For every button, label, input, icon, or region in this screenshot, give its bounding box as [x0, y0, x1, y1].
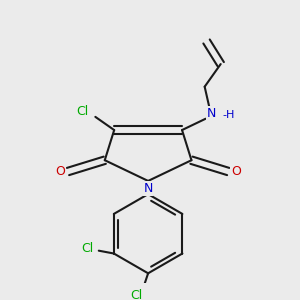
Text: Cl: Cl [81, 242, 94, 255]
Text: O: O [56, 165, 65, 178]
Text: Cl: Cl [76, 105, 88, 118]
Text: -H: -H [223, 110, 235, 120]
Text: N: N [207, 106, 216, 120]
Text: Cl: Cl [131, 290, 143, 300]
Text: O: O [231, 165, 241, 178]
Text: N: N [143, 182, 153, 195]
